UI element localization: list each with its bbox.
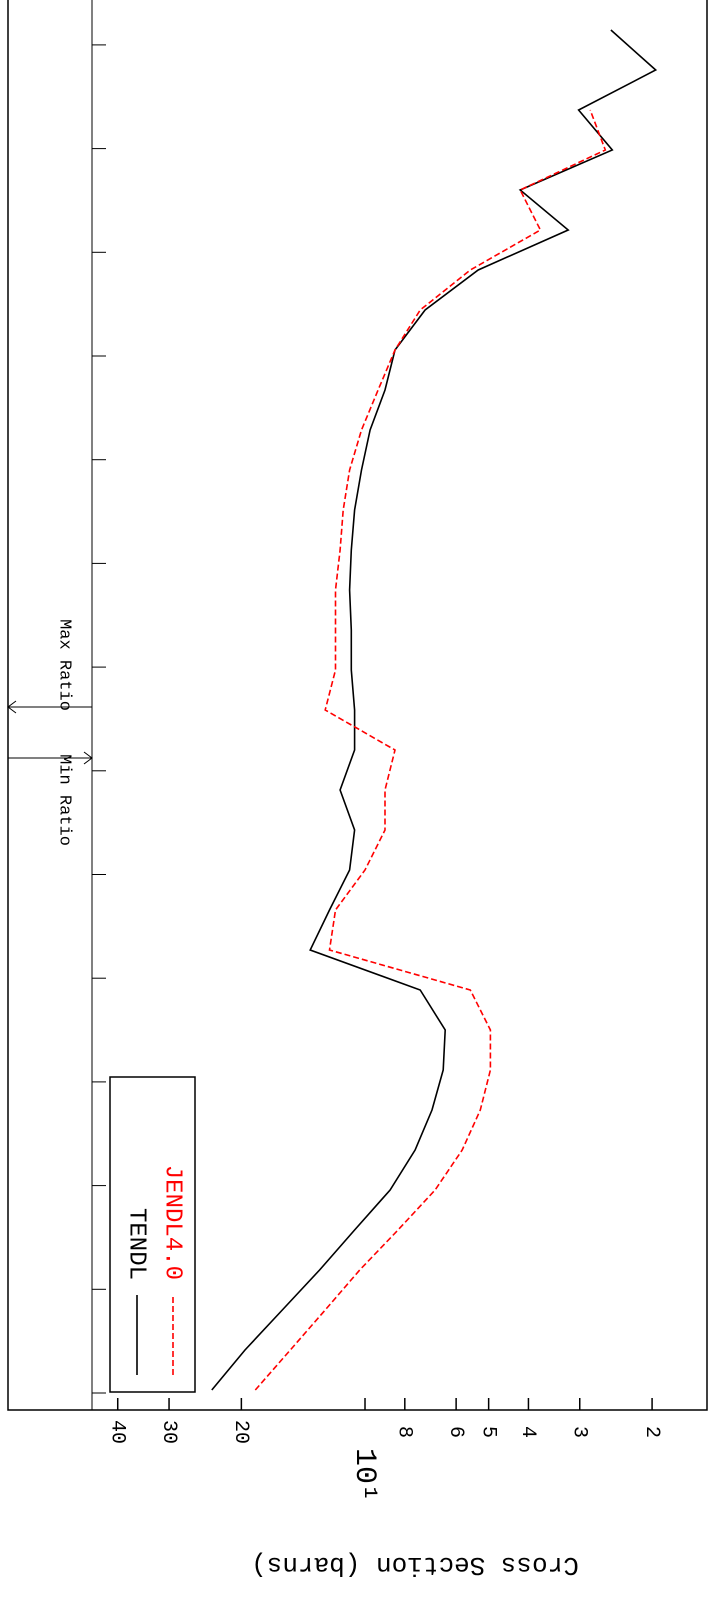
y-tick-label: 40: [105, 1420, 128, 1444]
series-line: [254, 109, 607, 1391]
annotation: Min Ratio: [55, 754, 74, 846]
y-tick-label: 8: [393, 1426, 416, 1438]
series-line: [211, 29, 658, 1391]
plot-frame: [7, 0, 708, 1411]
max-ratio-arrow: [7, 700, 92, 714]
y-tick-label: 6: [444, 1426, 467, 1438]
legend-box: [109, 1076, 196, 1393]
y-tick-label: 3: [567, 1426, 590, 1438]
min-ratio-arrow: [8, 751, 93, 765]
y-tick-label: 30: [157, 1420, 180, 1444]
annotation: Max Ratio: [55, 619, 74, 711]
y-tick-label: 2: [640, 1426, 663, 1438]
y-tick-label: 4: [516, 1426, 539, 1438]
y-tick-label: 5: [476, 1426, 499, 1438]
legend-label: TENDL: [123, 1208, 150, 1280]
legend-label: JENDL4.0: [159, 1165, 186, 1280]
y-axis-title: Cross Section (barns): [251, 1550, 579, 1580]
y-tick-label: 20: [229, 1420, 252, 1444]
y-tick-label: 10¹: [347, 1448, 381, 1502]
